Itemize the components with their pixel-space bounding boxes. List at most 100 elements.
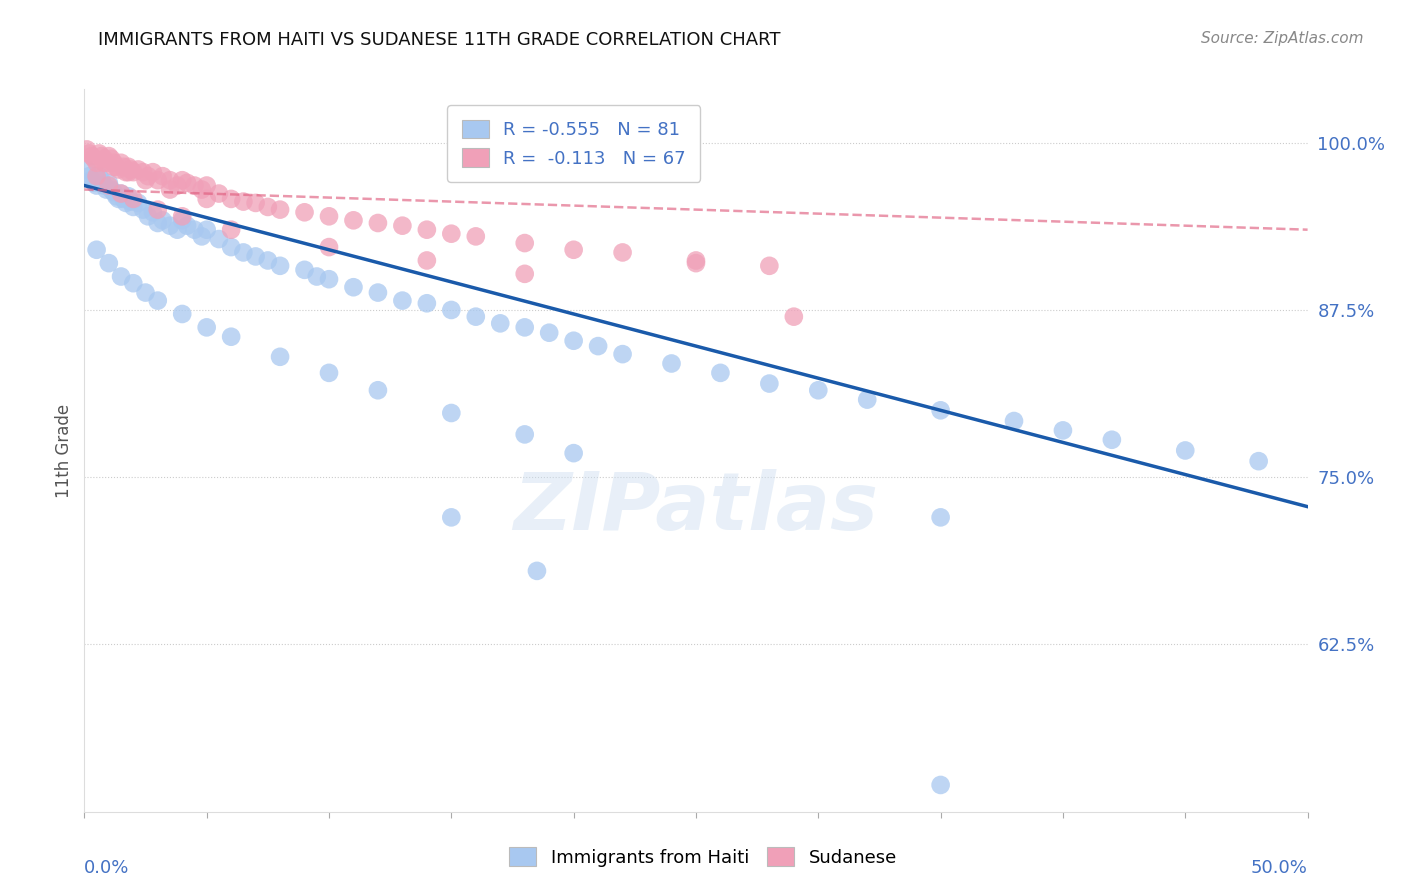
Point [538, 326, 561, 340]
Y-axis label: 11th Grade: 11th Grade [55, 403, 73, 498]
Point [783, 310, 806, 324]
Point [77, 169, 100, 184]
Point [136, 169, 159, 184]
Point [464, 310, 486, 324]
Point [122, 165, 145, 179]
Point [183, 223, 205, 237]
Point [115, 165, 138, 179]
Point [159, 183, 181, 197]
Point [526, 564, 548, 578]
Point [120, 162, 142, 177]
Point [146, 173, 169, 187]
Point [80, 173, 103, 187]
Point [127, 162, 149, 177]
Point [103, 186, 125, 200]
Point [219, 330, 242, 344]
Point [1247, 454, 1270, 468]
Point [172, 210, 194, 224]
Point [208, 186, 231, 201]
Point [709, 366, 731, 380]
Point [93, 152, 115, 166]
Point [367, 285, 389, 300]
Point [269, 202, 291, 217]
Point [122, 277, 145, 291]
Point [100, 152, 122, 166]
Point [219, 223, 242, 237]
Point [159, 219, 181, 233]
Point [562, 446, 585, 460]
Point [269, 350, 291, 364]
Point [391, 293, 413, 308]
Point [318, 210, 340, 224]
Point [103, 160, 125, 174]
Point [86, 178, 108, 193]
Text: 0.0%: 0.0% [84, 859, 129, 877]
Point [117, 165, 139, 179]
Legend: R = -0.555   N = 81, R =  -0.113   N = 67: R = -0.555 N = 81, R = -0.113 N = 67 [447, 105, 700, 182]
Point [159, 173, 181, 187]
Point [97, 178, 120, 193]
Point [86, 243, 108, 257]
Point [90, 149, 112, 163]
Point [513, 267, 536, 281]
Point [107, 162, 129, 177]
Point [367, 384, 389, 398]
Point [93, 178, 115, 193]
Point [269, 259, 291, 273]
Point [112, 192, 135, 206]
Point [152, 213, 174, 227]
Point [342, 280, 364, 294]
Point [758, 376, 780, 391]
Point [110, 186, 132, 201]
Point [96, 155, 118, 169]
Point [464, 229, 486, 244]
Point [416, 253, 439, 268]
Point [929, 510, 952, 524]
Legend: Immigrants from Haiti, Sudanese: Immigrants from Haiti, Sudanese [502, 840, 904, 874]
Point [612, 245, 634, 260]
Point [612, 347, 634, 361]
Point [76, 162, 98, 177]
Point [219, 192, 242, 206]
Point [135, 173, 157, 187]
Point [127, 196, 149, 211]
Point [440, 227, 463, 241]
Point [105, 189, 128, 203]
Point [294, 262, 316, 277]
Point [416, 296, 439, 310]
Point [586, 339, 609, 353]
Point [152, 169, 174, 184]
Point [97, 256, 120, 270]
Point [562, 334, 585, 348]
Point [110, 155, 132, 169]
Point [103, 155, 125, 169]
Point [146, 293, 169, 308]
Point [440, 510, 463, 524]
Point [183, 178, 205, 193]
Point [318, 366, 340, 380]
Point [97, 176, 120, 190]
Point [305, 269, 328, 284]
Point [107, 192, 129, 206]
Point [513, 235, 536, 250]
Point [96, 183, 118, 197]
Point [929, 403, 952, 417]
Point [513, 427, 536, 442]
Point [172, 213, 194, 227]
Point [208, 232, 231, 246]
Point [87, 146, 110, 161]
Point [929, 778, 952, 792]
Point [685, 253, 707, 268]
Point [166, 178, 188, 193]
Point [1174, 443, 1197, 458]
Point [195, 320, 218, 334]
Point [440, 303, 463, 318]
Text: Source: ZipAtlas.com: Source: ZipAtlas.com [1201, 31, 1364, 46]
Point [257, 200, 280, 214]
Point [112, 160, 135, 174]
Point [191, 229, 214, 244]
Point [136, 210, 159, 224]
Point [77, 146, 100, 161]
Point [97, 149, 120, 163]
Point [86, 155, 108, 169]
